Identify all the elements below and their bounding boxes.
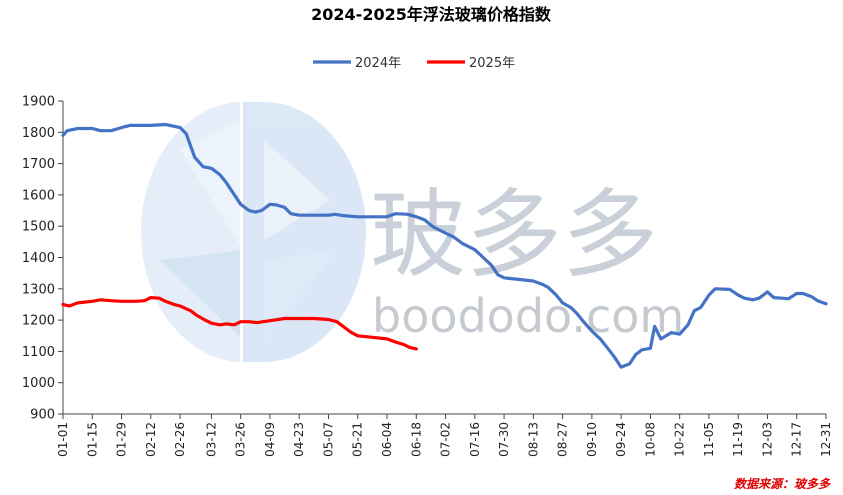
x-tick-label: 02-26: [173, 422, 187, 457]
x-tick-label: 07-16: [468, 422, 482, 457]
y-tick-label: 1000: [22, 376, 55, 391]
x-tick-label: 01-01: [56, 422, 70, 457]
y-tick-label: 1800: [22, 126, 55, 141]
x-tick-label: 04-23: [292, 422, 306, 457]
x-tick-label: 03-26: [234, 422, 248, 457]
series-line-1: [61, 122, 828, 369]
x-tick-label: 02-12: [144, 422, 158, 457]
watermark-en-text: boododo.com: [372, 289, 684, 343]
x-tick-label: 06-04: [380, 422, 394, 457]
x-tick-label: 01-29: [115, 422, 129, 457]
x-tick-label: 10-22: [673, 422, 687, 457]
x-axis: 01-01 01-15 01-29 02-12 02-26 03-12 03-26 04-09…: [56, 413, 833, 457]
y-tick-label: 1400: [22, 251, 55, 266]
x-tick-label: 07-02: [439, 422, 453, 457]
x-tick-label: 12-31: [819, 422, 833, 457]
x-tick-label: 09-10: [585, 422, 599, 457]
y-tick-label: 1300: [22, 282, 55, 297]
chart-title: 2024-2025年浮法玻璃价格指数: [311, 5, 552, 24]
x-tick-label: 11-05: [702, 422, 716, 457]
x-tick-label: 10-08: [643, 422, 657, 457]
watermark-cn-text: 玻多多: [370, 179, 658, 291]
x-tick-label: 08-13: [526, 422, 540, 457]
x-tick-label: 11-19: [731, 422, 745, 457]
y-tick-label: 1600: [22, 188, 55, 203]
y-tick-label: 900: [30, 408, 55, 423]
x-tick-label: 12-03: [760, 422, 774, 457]
x-tick-label: 07-30: [497, 422, 511, 457]
y-tick-label: 1200: [22, 314, 55, 329]
chart-legend: 2024年 2025年: [313, 56, 515, 71]
x-tick-label: 05-07: [321, 422, 335, 457]
x-tick-label: 12-17: [790, 422, 804, 457]
y-tick-label: 1100: [22, 345, 55, 360]
x-tick-label: 01-15: [85, 422, 99, 457]
watermark: 玻多多 boododo.com: [141, 102, 684, 362]
x-tick-label: 04-09: [263, 422, 277, 457]
source-note: 数据来源：玻多多: [734, 477, 831, 491]
x-tick-label: 08-27: [556, 422, 570, 457]
watermark-logo: [141, 102, 366, 362]
x-tick-label: 03-12: [204, 422, 218, 457]
y-tick-label: 1500: [22, 220, 55, 235]
y-tick-label: 1900: [22, 95, 55, 110]
series-layer: [61, 122, 828, 369]
legend-label-1: 2024年: [355, 56, 401, 71]
x-tick-label: 06-18: [409, 422, 423, 457]
x-tick-label: 05-21: [351, 422, 365, 457]
y-tick-label: 1700: [22, 157, 55, 172]
x-tick-label: 09-24: [614, 422, 628, 457]
y-axis: 900 1000 1100 1200 1300 1400 1500 1600 1700 1800 1…: [22, 95, 64, 423]
series-line-2: [61, 296, 418, 351]
legend-label-2: 2025年: [469, 56, 515, 71]
